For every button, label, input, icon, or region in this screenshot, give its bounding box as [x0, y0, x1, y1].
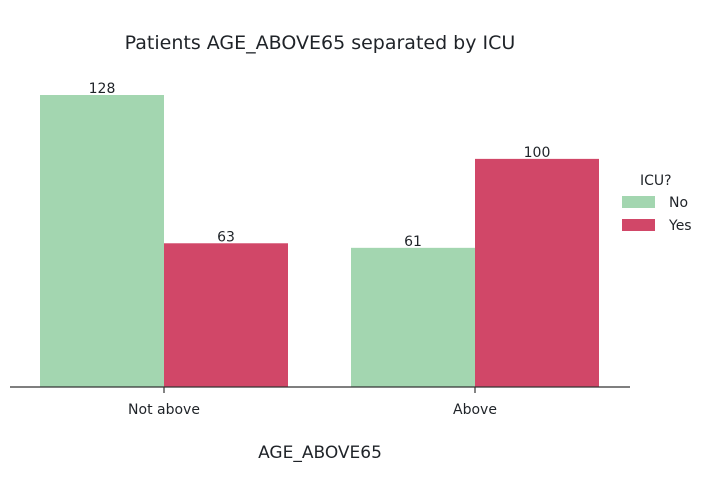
x-tick-label: Not above [128, 402, 200, 418]
bar-above-yes [475, 158, 599, 387]
data-label-above-yes: 100 [524, 145, 551, 161]
chart-title: Patients AGE_ABOVE65 separated by ICU [125, 32, 516, 54]
legend-swatch-yes [622, 219, 655, 231]
data-labels-group: 128 63 61 100 [89, 81, 551, 250]
bar-not-above-yes [164, 243, 288, 387]
legend-swatch-no [622, 196, 655, 208]
legend-label-no: No [669, 195, 688, 211]
bar-above-no [351, 247, 475, 387]
x-tick-label: Above [453, 402, 497, 418]
legend: ICU? No Yes [622, 173, 692, 234]
data-label-not-above-no: 128 [89, 81, 116, 97]
bars-group [40, 95, 599, 387]
legend-title: ICU? [640, 173, 672, 189]
bar-not-above-no [40, 95, 164, 387]
x-ticks-group: Not above Above [128, 387, 497, 418]
data-label-not-above-yes: 63 [217, 229, 235, 245]
data-label-above-no: 61 [404, 234, 422, 250]
legend-label-yes: Yes [668, 218, 692, 234]
x-axis-label: AGE_ABOVE65 [258, 443, 382, 463]
